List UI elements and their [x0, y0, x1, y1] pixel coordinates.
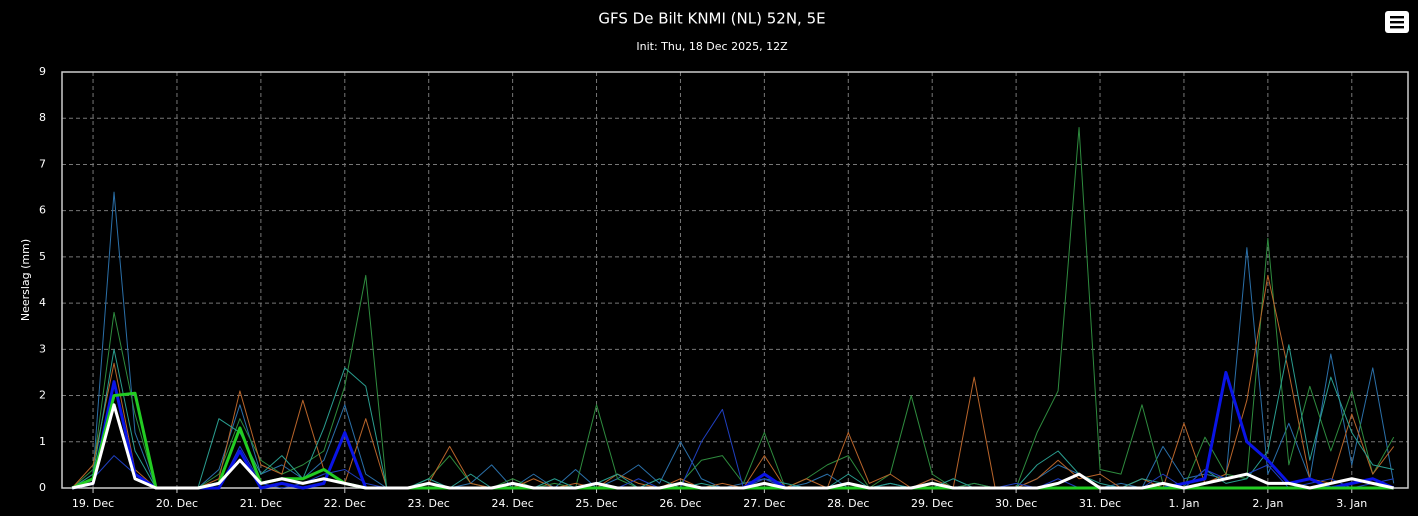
y-tick-label: 5 [39, 250, 46, 263]
x-tick-label: 24. Dec [491, 497, 533, 510]
x-tick-label: 28. Dec [827, 497, 869, 510]
series-line [71, 274, 1395, 489]
y-tick-label: 9 [39, 65, 46, 78]
chart-title: GFS De Bilt KNMI (NL) 52N, 5E [598, 10, 825, 28]
x-tick-label: 20. Dec [156, 497, 198, 510]
y-tick-label: 6 [39, 204, 46, 217]
x-tick-label: 2. Jan [1252, 497, 1283, 510]
y-tick-label: 7 [39, 157, 46, 170]
y-tick-label: 3 [39, 342, 46, 355]
chart-subtitle: Init: Thu, 18 Dec 2025, 12Z [636, 40, 788, 53]
x-tick-label: 27. Dec [743, 497, 785, 510]
menu-button[interactable] [1385, 11, 1409, 33]
menu-bar [1390, 26, 1404, 29]
y-tick-label: 0 [39, 481, 46, 494]
y-tick-label: 8 [39, 111, 46, 124]
x-tick-label: 21. Dec [240, 497, 282, 510]
x-tick-label: 29. Dec [911, 497, 953, 510]
x-tick-label: 1. Jan [1168, 497, 1199, 510]
series-line [71, 403, 1395, 490]
x-tick-label: 19. Dec [72, 497, 114, 510]
menu-bar [1390, 16, 1404, 19]
y-tick-label: 2 [39, 389, 46, 402]
x-tick-label: 26. Dec [659, 497, 701, 510]
x-tick-label: 30. Dec [995, 497, 1037, 510]
x-tick-label: 23. Dec [408, 497, 450, 510]
x-tick-label: 31. Dec [1079, 497, 1121, 510]
menu-bar [1390, 21, 1404, 24]
x-tick-label: 25. Dec [575, 497, 617, 510]
x-tick-label: 3. Jan [1336, 497, 1367, 510]
y-tick-label: 4 [39, 296, 46, 309]
y-tick-label: 1 [39, 435, 46, 448]
y-axis-label: Neerslag (mm) [19, 239, 32, 321]
x-tick-label: 22. Dec [324, 497, 366, 510]
